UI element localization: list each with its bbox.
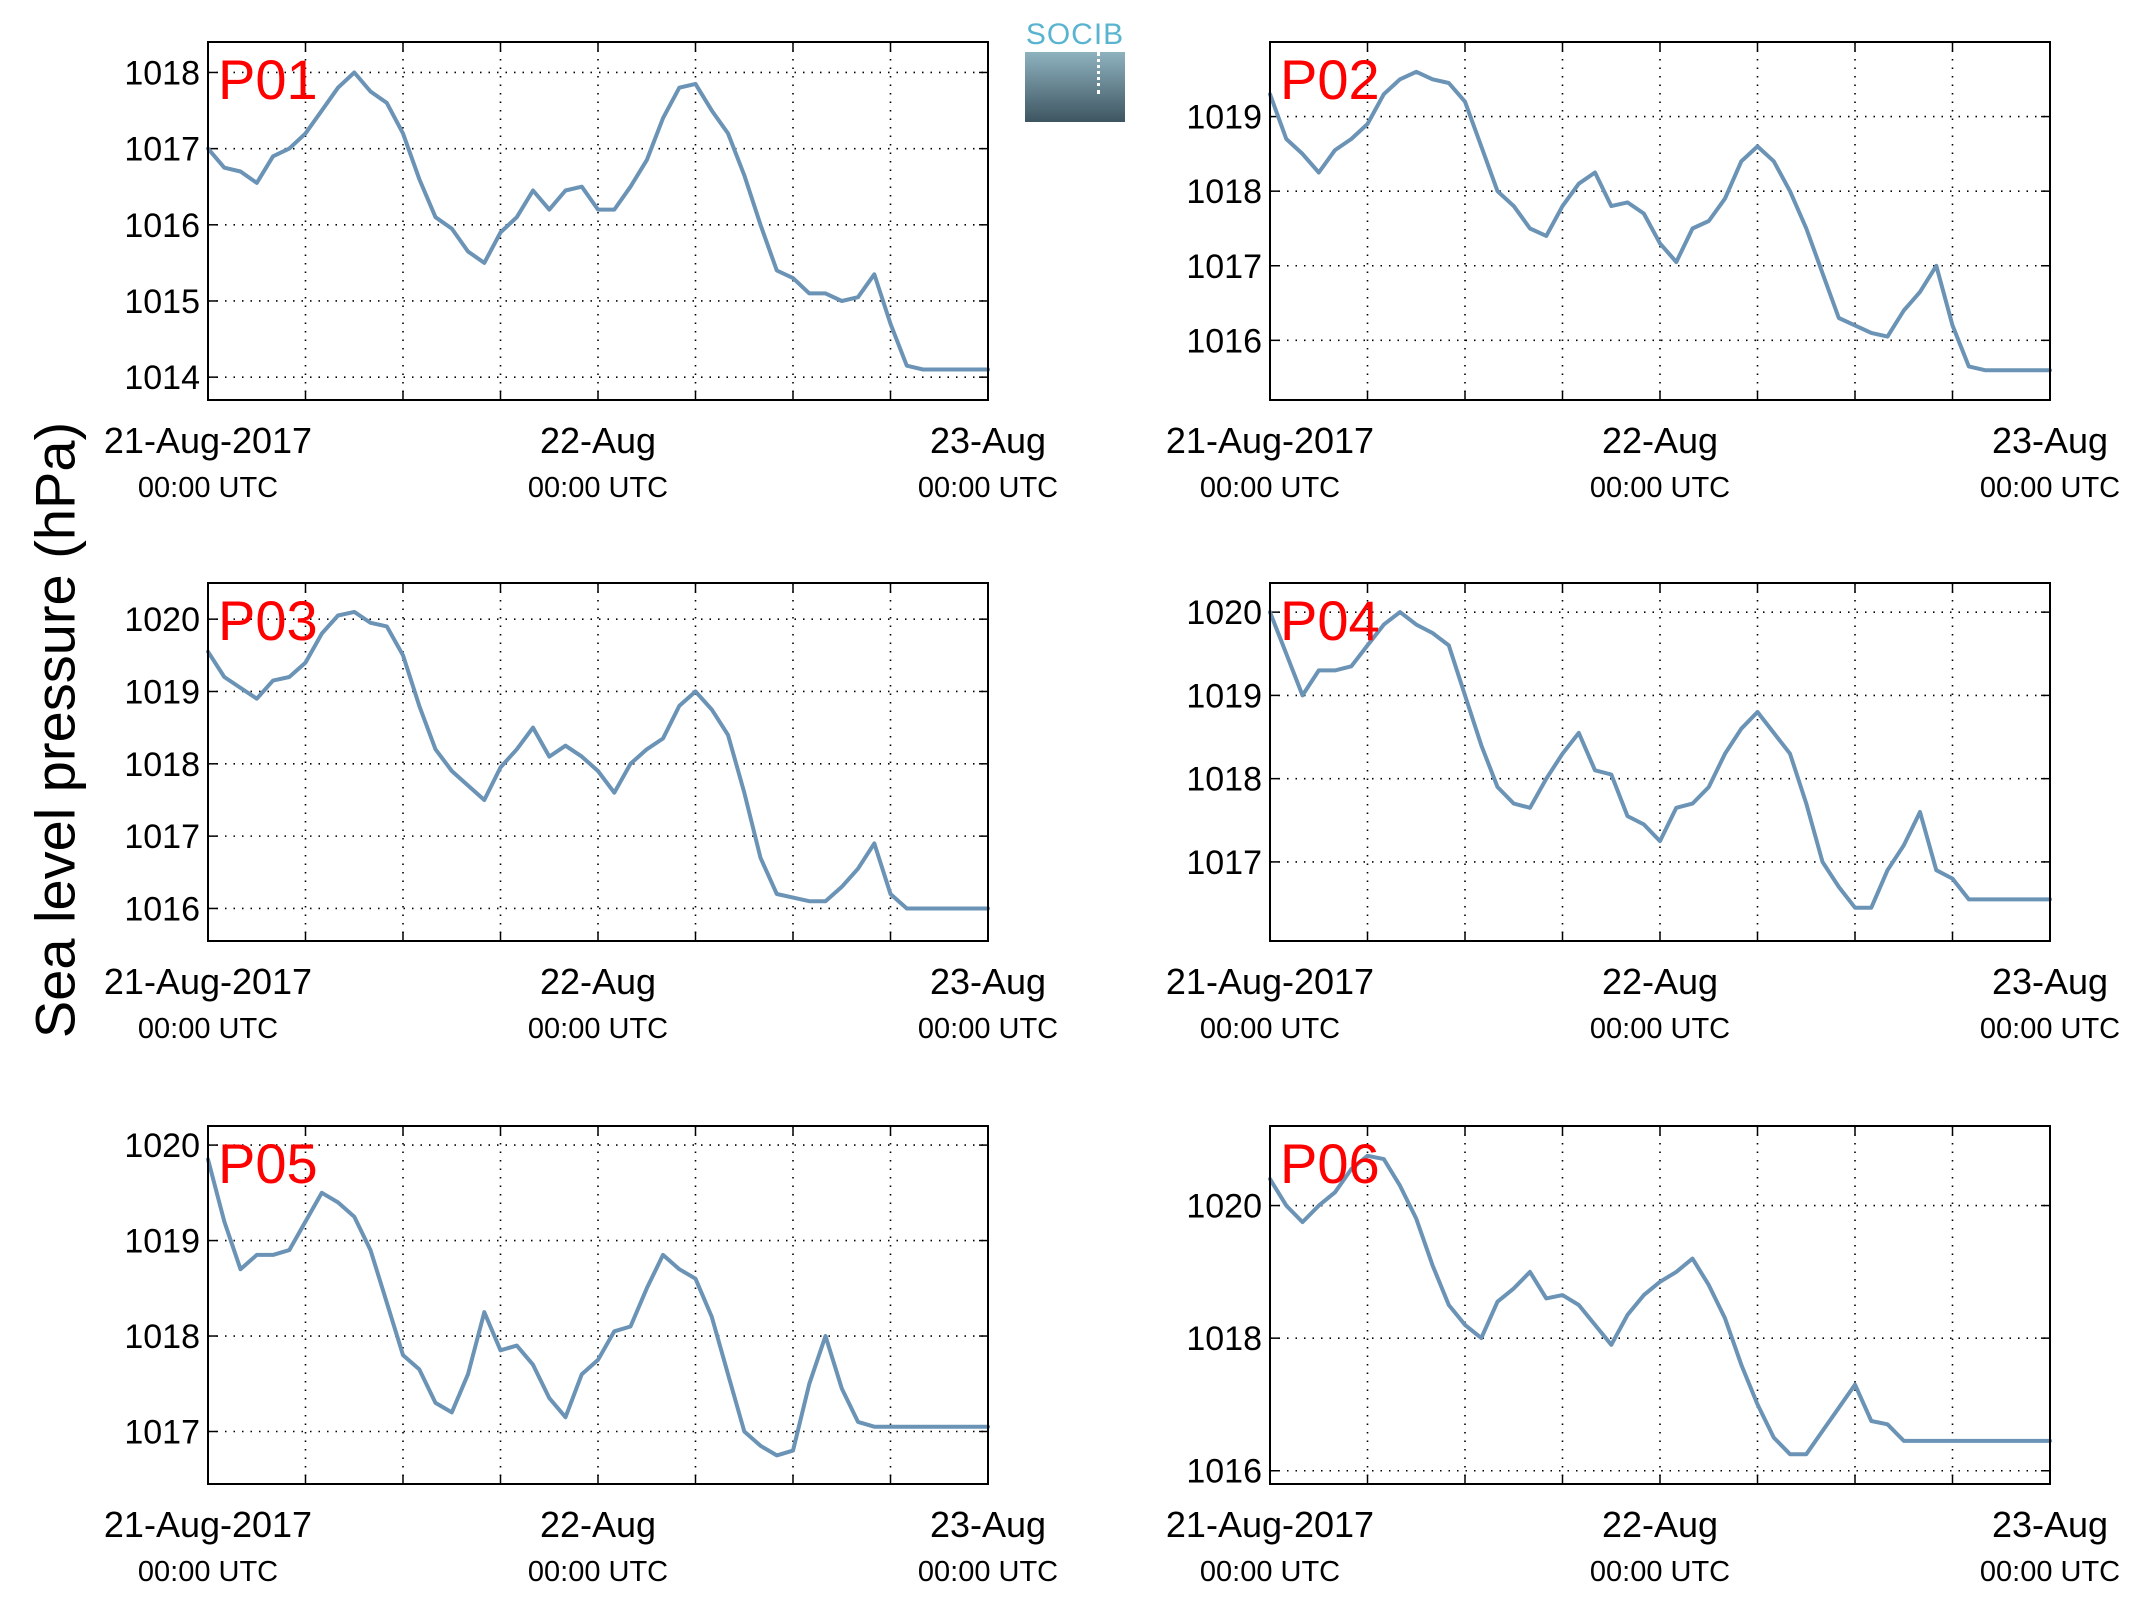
p06-series-line bbox=[1268, 1153, 2052, 1457]
p01-ytick-label: 1018 bbox=[124, 54, 200, 92]
p06-xtick-label: 21-Aug-2017 bbox=[1166, 1504, 1374, 1545]
p02-ytick-label: 1018 bbox=[1186, 173, 1262, 211]
p05-series-line bbox=[206, 1157, 990, 1458]
p03-xtick-label: 23-Aug bbox=[930, 961, 1046, 1002]
p01-ytick-label: 1015 bbox=[124, 283, 200, 321]
p01-xtick-sublabel: 00:00 UTC bbox=[528, 472, 668, 504]
p02-axes-frame bbox=[1269, 41, 2051, 401]
p01-ytick-label: 1017 bbox=[124, 131, 200, 169]
p04-xtick-label: 22-Aug bbox=[1602, 961, 1718, 1002]
p03-panel-label: P03 bbox=[218, 589, 318, 652]
p06-ytick-label: 1018 bbox=[1186, 1320, 1262, 1358]
p02-xtick-label: 23-Aug bbox=[1992, 420, 2108, 461]
p04-panel-label: P04 bbox=[1280, 589, 1380, 652]
p04-xtick-sublabel: 00:00 UTC bbox=[1590, 1013, 1730, 1045]
p04-xtick-label: 21-Aug-2017 bbox=[1166, 961, 1374, 1002]
p04-ytick-label: 1019 bbox=[1186, 677, 1262, 715]
p05-xtick-sublabel: 00:00 UTC bbox=[528, 1556, 668, 1588]
p05-xtick-label: 21-Aug-2017 bbox=[104, 1504, 312, 1545]
p06-xtick-label: 22-Aug bbox=[1602, 1504, 1718, 1545]
p01-ytick-label: 1014 bbox=[124, 359, 200, 397]
p02-series-line bbox=[1268, 69, 2052, 373]
p04-ytick-label: 1020 bbox=[1186, 594, 1262, 632]
p06-ytick-label: 1020 bbox=[1186, 1188, 1262, 1226]
p01-panel-label: P01 bbox=[218, 48, 318, 111]
p04-xtick-sublabel: 00:00 UTC bbox=[1980, 1013, 2120, 1045]
p03-xtick-sublabel: 00:00 UTC bbox=[138, 1013, 278, 1045]
p01-series-line bbox=[206, 70, 990, 372]
p05-ytick-label: 1017 bbox=[124, 1413, 200, 1451]
p02-ytick-label: 1017 bbox=[1186, 248, 1262, 286]
p01-xtick-sublabel: 00:00 UTC bbox=[918, 472, 1058, 504]
p06-panel-label: P06 bbox=[1280, 1132, 1380, 1195]
p06-xtick-sublabel: 00:00 UTC bbox=[1590, 1556, 1730, 1588]
logo-graphic bbox=[1025, 52, 1125, 122]
p05-ytick-label: 1019 bbox=[124, 1223, 200, 1261]
p05-xtick-label: 23-Aug bbox=[930, 1504, 1046, 1545]
p05-axes-frame bbox=[207, 1125, 989, 1485]
p05-xtick-sublabel: 00:00 UTC bbox=[138, 1556, 278, 1588]
p06-ytick-label: 1016 bbox=[1186, 1453, 1262, 1491]
p05-xtick-label: 22-Aug bbox=[540, 1504, 656, 1545]
p02-ytick-label: 1019 bbox=[1186, 99, 1262, 137]
p02-xtick-sublabel: 00:00 UTC bbox=[1590, 472, 1730, 504]
p04-xtick-label: 23-Aug bbox=[1992, 961, 2108, 1002]
p04-axes-frame bbox=[1269, 582, 2051, 942]
p02-xtick-label: 22-Aug bbox=[1602, 420, 1718, 461]
p03-xtick-label: 22-Aug bbox=[540, 961, 656, 1002]
p05-ytick-label: 1018 bbox=[124, 1318, 200, 1356]
p01-ytick-label: 1016 bbox=[124, 207, 200, 245]
p02-panel-label: P02 bbox=[1280, 48, 1380, 111]
p03-series-line bbox=[206, 609, 990, 911]
p03-ytick-label: 1016 bbox=[124, 890, 200, 928]
p06-xtick-sublabel: 00:00 UTC bbox=[1980, 1556, 2120, 1588]
p03-xtick-label: 21-Aug-2017 bbox=[104, 961, 312, 1002]
p06-axes-frame bbox=[1269, 1125, 2051, 1485]
p01-xtick-label: 23-Aug bbox=[930, 420, 1046, 461]
socib-logo: SOCIB bbox=[1025, 18, 1125, 122]
p06-xtick-sublabel: 00:00 UTC bbox=[1200, 1556, 1340, 1588]
logo-dashed-line bbox=[1097, 52, 1100, 94]
p01-xtick-label: 22-Aug bbox=[540, 420, 656, 461]
p03-ytick-label: 1018 bbox=[124, 746, 200, 784]
y-axis-label: Sea level pressure (hPa) bbox=[23, 421, 87, 1039]
p04-series-line bbox=[1268, 610, 2052, 910]
p01-xtick-label: 21-Aug-2017 bbox=[104, 420, 312, 461]
p02-xtick-label: 21-Aug-2017 bbox=[1166, 420, 1374, 461]
p06-xtick-label: 23-Aug bbox=[1992, 1504, 2108, 1545]
p03-xtick-sublabel: 00:00 UTC bbox=[528, 1013, 668, 1045]
p03-axes-frame bbox=[207, 582, 989, 942]
p03-ytick-label: 1020 bbox=[124, 601, 200, 639]
p01-xtick-sublabel: 00:00 UTC bbox=[138, 472, 278, 504]
p05-panel-label: P05 bbox=[218, 1132, 318, 1195]
p01-axes-frame bbox=[207, 41, 989, 401]
p02-xtick-sublabel: 00:00 UTC bbox=[1980, 472, 2120, 504]
p03-ytick-label: 1019 bbox=[124, 673, 200, 711]
p04-ytick-label: 1018 bbox=[1186, 761, 1262, 799]
p02-xtick-sublabel: 00:00 UTC bbox=[1200, 472, 1340, 504]
p03-xtick-sublabel: 00:00 UTC bbox=[918, 1013, 1058, 1045]
p04-ytick-label: 1017 bbox=[1186, 844, 1262, 882]
p05-ytick-label: 1020 bbox=[124, 1127, 200, 1165]
p04-xtick-sublabel: 00:00 UTC bbox=[1200, 1013, 1340, 1045]
p05-xtick-sublabel: 00:00 UTC bbox=[918, 1556, 1058, 1588]
logo-text: SOCIB bbox=[1025, 18, 1125, 51]
p03-ytick-label: 1017 bbox=[124, 818, 200, 856]
p02-ytick-label: 1016 bbox=[1186, 322, 1262, 360]
